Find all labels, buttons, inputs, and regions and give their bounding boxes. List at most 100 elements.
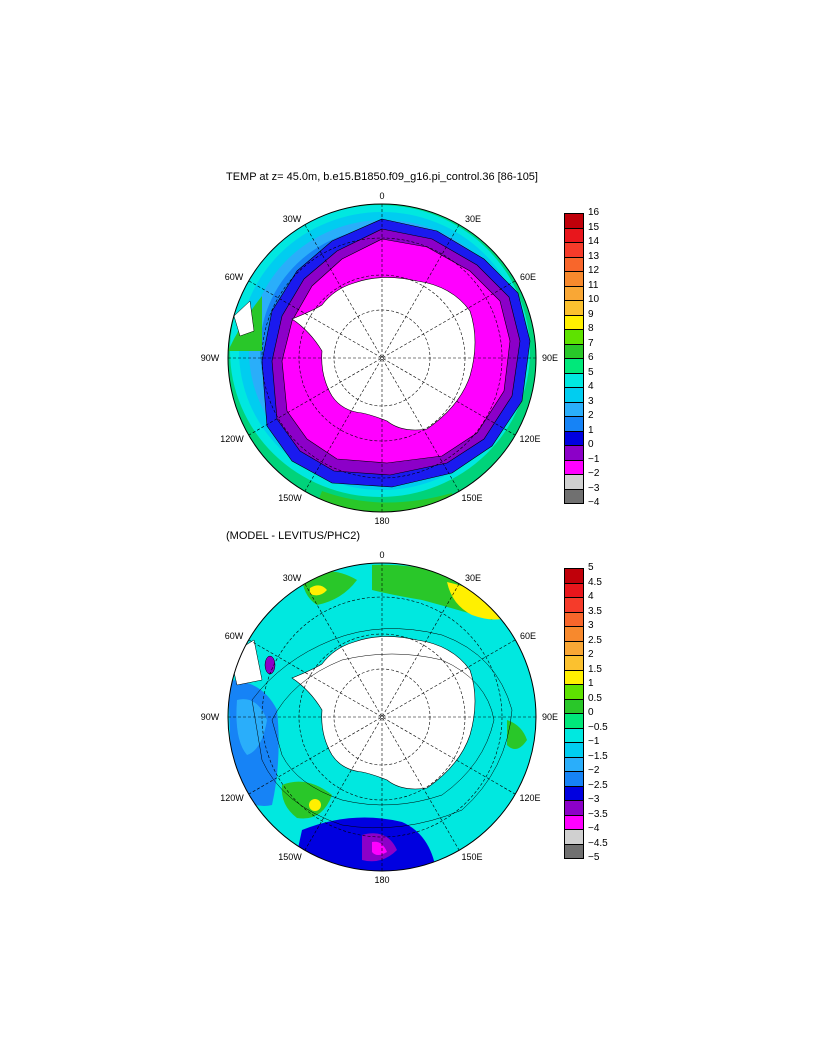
panel2-lon-120w: 120W [220,793,244,803]
panel2-patch-green-east [507,720,527,749]
panel1-colorbar-swatch [564,358,584,374]
panel2-colorbar-tick: −3 [588,794,600,805]
panel1-colorbar-swatch [564,271,584,287]
panel2-lon-150e: 150E [461,852,483,862]
panel1-colorbar-tick: −4 [588,497,600,508]
panel1-colorbar-swatch [564,488,584,504]
panel1-colorbar-swatch [564,300,584,316]
panel2-colorbar-swatch [564,713,584,729]
panel2-map-svg [227,562,537,872]
panel2-colorbar-swatch [564,829,584,845]
panel2-colorbar-tick: 5 [588,562,594,573]
panel2-lon-150w: 150W [278,852,302,862]
panel2-contours [251,628,513,829]
panel1-colorbar-swatch [564,430,584,446]
panel2-title: (MODEL - LEVITUS/PHC2) [226,530,361,542]
panel1-lon-left: 90W [200,353,220,363]
panel1-lon-right: 90E [541,353,559,363]
panel1-lon-60e: 60E [519,272,537,282]
panel1-lon-bottom: 180 [374,516,390,526]
panel2-colorbar-swatch [564,626,584,642]
panel2-colorbar-swatch [564,742,584,758]
panel2-lon-left: 90W [200,712,220,722]
panel1-lon-60w: 60W [224,272,244,282]
panel2-colorbar-swatch [564,611,584,627]
panel1-colorbar-tick: 1 [588,424,594,436]
panel2-colorbar-tick: 3 [588,620,594,631]
panel1-colorbar-tick: 5 [588,366,594,378]
panel1-colorbar-swatch [564,256,584,272]
panel1-colorbar-tick: 13 [588,250,600,262]
panel1-colorbar-swatch [564,227,584,243]
panel1-colorbar-tick: −2 [588,468,600,479]
panel2-colorbar-swatch [564,669,584,685]
panel1-lon-120w: 120W [220,434,244,444]
panel1-colorbar-swatch [564,372,584,388]
panel2-lon-top: 0 [379,550,385,560]
panel1-polar-map: 0 180 90W 90E 30W 60W 120W 150W 30E 60E … [201,191,558,526]
panel1-colorbar-tick: 15 [588,221,600,233]
panel1-colorbar-tick: 16 [588,207,600,218]
panel2-colorbar-tick: 0.5 [588,692,602,704]
panel2-colorbar-tick: −0.5 [588,721,608,733]
panel1-title: TEMP at z= 45.0m, b.e15.B1850.f09_g16.pi… [226,171,538,183]
panel2-colorbar-tick: −4 [588,823,600,834]
panel2-colorbar-tick: 3.5 [588,605,602,617]
panel2-lon-60w: 60W [224,631,244,641]
panel2-patch-green-sw [281,781,332,819]
panel1-colorbar-swatch [564,445,584,461]
panel2-colorbar-tick: −1.5 [588,750,608,762]
panel2-polar-map: 0 180 90W 90E 30W 60W 120W 150W 30E 60E … [201,550,558,885]
panel1-colorbar-swatch [564,314,584,330]
panel2-colorbar-tick: −2 [588,765,600,776]
panel1-lon-150e: 150E [461,493,483,503]
panel1-colorbar-tick: 3 [588,395,594,407]
panel1-colorbar-tick: 2 [588,410,594,421]
panel2-colorbar-tick: −3.5 [588,808,608,820]
panel2-colorbar-swatch [564,640,584,656]
panel1-lon-120e: 120E [519,434,541,444]
panel1-map-svg [227,203,537,513]
panel2-colorbar-swatch [564,684,584,700]
panel2-colorbar-swatch [564,568,584,584]
panel1-colorbar-swatch [564,213,584,229]
panel2-colorbar-tick: 2.5 [588,634,602,646]
panel1-colorbar-swatch [564,474,584,490]
panel2-patch-yellow-nw [310,585,327,596]
panel1-colorbar-swatch [564,329,584,345]
panel1-colorbar-tick: 6 [588,352,594,363]
panel2-lon-right: 90E [541,712,559,722]
panel2-colorbar-tick: −5 [588,852,600,863]
panel2-patch-purple-drake [264,655,276,675]
panel2-colorbar-swatch [564,785,584,801]
panel2-colorbar-tick: 2 [588,649,594,660]
panel1-colorbar-tick: 4 [588,381,594,392]
panel2-colorbar-swatch [564,843,584,859]
panel1-graticule [228,204,536,512]
panel2-patch-yellow-sw [309,799,321,811]
panel2-cold-south-magenta [372,841,387,855]
panel1-colorbar-swatch [564,343,584,359]
panel2-colorbar-swatch [564,698,584,714]
panel2-lon-bottom: 180 [374,875,390,885]
panel1-colorbar-swatch [564,401,584,417]
panel2-cold-west-inner [236,699,267,755]
panel1-colorbar-tick: −3 [588,482,600,494]
panel2-lon-30e: 30E [464,573,482,583]
panel1-lon-150w: 150W [278,493,302,503]
panel2-colorbar-swatch [564,771,584,787]
panel1-colorbar-swatch [564,459,584,475]
panel2-colorbar-tick: 4 [588,591,594,602]
panel2-colorbar-swatch [564,597,584,613]
panel2-colorbar-tick: 1 [588,678,594,689]
panel2-lon-30w: 30W [282,573,302,583]
panel1-colorbar-tick: −1 [588,453,600,465]
panel2-patch-green-nw [302,571,357,605]
panel2-colorbar-swatch [564,756,584,772]
panel2-colorbar-swatch [564,727,584,743]
panel1-colorbar-swatch [564,387,584,403]
panel1-colorbar-tick: 7 [588,337,594,349]
panel1-colorbar-tick: 12 [588,265,600,276]
panel1-colorbar-tick: 9 [588,308,594,320]
panel1-colorbar-swatch [564,242,584,258]
